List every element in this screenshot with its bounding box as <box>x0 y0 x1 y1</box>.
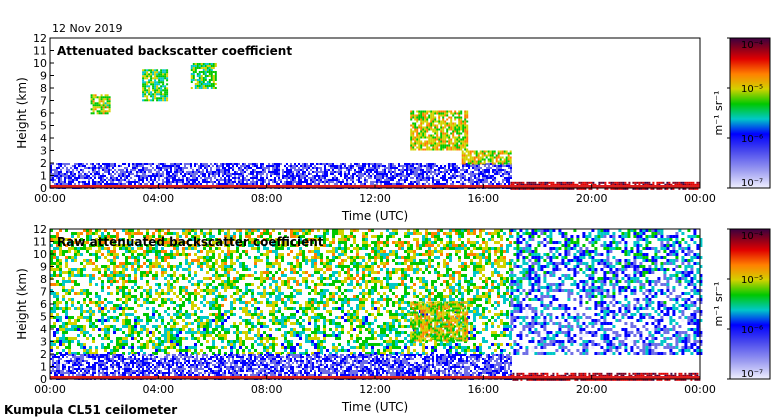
y-tick-label: 1 <box>40 361 47 374</box>
y-tick-label: 7 <box>40 286 47 299</box>
x-axis-label: Time (UTC) <box>341 400 408 414</box>
x-tick-label: 00:00 <box>684 192 716 205</box>
y-axis-label: Height (km) <box>15 268 29 339</box>
y-tick-label: 3 <box>40 145 47 158</box>
y-tick-label: 0 <box>40 373 47 386</box>
colorbar <box>729 37 771 189</box>
heatmap-feature-cloud <box>410 110 469 151</box>
colorbar-tick-label: 10⁻⁵ <box>741 275 763 286</box>
colorbar-label: m⁻¹ sr⁻¹ <box>712 282 725 327</box>
y-tick-label: 11 <box>33 236 47 249</box>
y-tick-label: 10 <box>33 57 47 70</box>
x-tick-label: 08:00 <box>251 192 283 205</box>
y-tick-label: 6 <box>40 107 47 120</box>
x-tick-label: 00:00 <box>684 383 716 396</box>
x-tick-label: 16:00 <box>467 383 499 396</box>
y-tick-label: 1 <box>40 170 47 183</box>
y-tick-label: 7 <box>40 95 47 108</box>
x-tick-label: 12:00 <box>359 192 391 205</box>
y-axis-label: Height (km) <box>15 77 29 148</box>
heatmap-feature-noise <box>510 229 703 355</box>
colorbar <box>729 228 771 380</box>
heatmap-feature-cloud <box>461 150 512 165</box>
x-tick-label: 12:00 <box>359 383 391 396</box>
y-tick-label: 8 <box>40 82 47 95</box>
y-tick-label: 9 <box>40 70 47 83</box>
heatmap-feature-cloud <box>410 301 469 342</box>
colorbar-tick-label: 10⁻⁶ <box>741 325 763 336</box>
panel-title: Raw attenuated backscatter coefficient <box>57 235 324 249</box>
heatmap-feature-cloud <box>90 94 111 115</box>
x-tick-label: 20:00 <box>576 192 608 205</box>
y-tick-label: 0 <box>40 182 47 195</box>
x-tick-label: 20:00 <box>576 383 608 396</box>
colorbar-tick-label: 10⁻⁴ <box>741 231 763 242</box>
colorbar-tick-label: 10⁻⁵ <box>741 84 763 95</box>
y-tick-label: 4 <box>40 132 47 145</box>
y-tick-label: 11 <box>33 45 47 58</box>
y-tick-label: 2 <box>40 348 47 361</box>
heatmap-feature-noise <box>50 229 512 355</box>
colorbar-tick-label: 10⁻⁶ <box>741 134 763 145</box>
y-tick-label: 6 <box>40 298 47 311</box>
colorbar-tick-label: 10⁻⁴ <box>741 40 763 51</box>
x-tick-label: 00:00 <box>34 383 66 396</box>
y-tick-label: 8 <box>40 273 47 286</box>
y-tick-label: 9 <box>40 261 47 274</box>
x-axis-label: Time (UTC) <box>341 209 408 223</box>
heatmap-feature-cloud <box>142 69 169 102</box>
y-tick-label: 5 <box>40 311 47 324</box>
footer-label: Kumpula CL51 ceilometer <box>4 403 177 417</box>
heatmap-feature-layer <box>50 163 512 189</box>
y-tick-label: 5 <box>40 120 47 133</box>
x-tick-label: 00:00 <box>34 192 66 205</box>
panel-raw-attenuated-backscatter: Raw attenuated backscatter coefficient T… <box>15 223 771 414</box>
y-tick-label: 10 <box>33 248 47 261</box>
y-tick-label: 4 <box>40 323 47 336</box>
y-tick-label: 12 <box>33 223 47 236</box>
x-tick-label: 16:00 <box>467 192 499 205</box>
colorbar-tick-label: 10⁻⁷ <box>741 178 763 189</box>
x-tick-label: 04:00 <box>142 383 174 396</box>
x-tick-label: 08:00 <box>251 383 283 396</box>
y-tick-label: 12 <box>33 32 47 45</box>
panel-attenuated-backscatter: Attenuated backscatter coefficient Time … <box>15 32 771 223</box>
panel-title: Attenuated backscatter coefficient <box>57 44 292 58</box>
y-tick-label: 2 <box>40 157 47 170</box>
heatmap-feature-layer <box>510 181 701 190</box>
colorbar-label: m⁻¹ sr⁻¹ <box>712 91 725 136</box>
x-tick-label: 04:00 <box>142 192 174 205</box>
date-label: 12 Nov 2019 <box>52 22 122 35</box>
colorbar-tick-label: 10⁻⁷ <box>741 369 763 380</box>
y-tick-label: 3 <box>40 336 47 349</box>
heatmap-feature-cloud <box>190 63 217 89</box>
